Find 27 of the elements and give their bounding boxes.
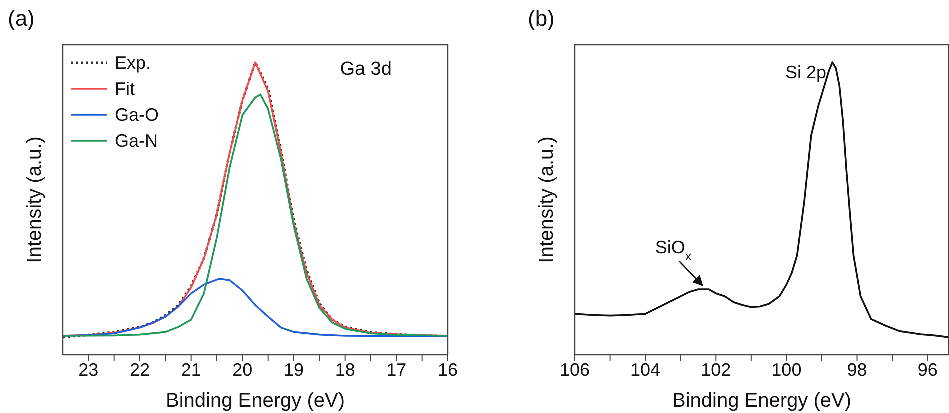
y-axis-title: Intensity (a.u.) [536, 136, 558, 264]
x-tick-label: 20 [232, 360, 253, 380]
x-tick-label: 100 [772, 360, 802, 380]
legend-label: Ga-N [115, 131, 158, 151]
annotation: Ga 3d [340, 59, 392, 80]
x-tick-label: 102 [701, 360, 732, 380]
text: (b) [528, 6, 555, 31]
annotation: Si 2p [786, 62, 827, 83]
x-tick-label: 22 [130, 360, 150, 380]
x-tick-label: 106 [560, 360, 590, 380]
x-tick-label: 98 [847, 360, 868, 380]
x-tick-label: 21 [181, 360, 202, 380]
annotation: SiO$_{x}$ [655, 237, 692, 264]
legend-label: Ga-O [115, 105, 160, 125]
x-tick-label: 23 [78, 360, 99, 380]
y-axis-title: Intensity (a.u.) [24, 136, 46, 264]
x-tick-label: 16 [438, 360, 458, 380]
x-axis-title: Binding Energy (eV) [166, 390, 345, 412]
x-tick-label: 96 [918, 360, 938, 380]
legend-label: Exp. [115, 53, 152, 73]
x-tick-label: 17 [386, 360, 407, 380]
x-axis-title: Binding Energy (eV) [672, 390, 852, 412]
x-tick-label: 18 [335, 360, 356, 380]
x-tick-label: 19 [284, 360, 304, 380]
legend-label: Fit [115, 79, 135, 99]
x-tick-label: 104 [630, 360, 661, 380]
text: (a) [8, 6, 35, 31]
